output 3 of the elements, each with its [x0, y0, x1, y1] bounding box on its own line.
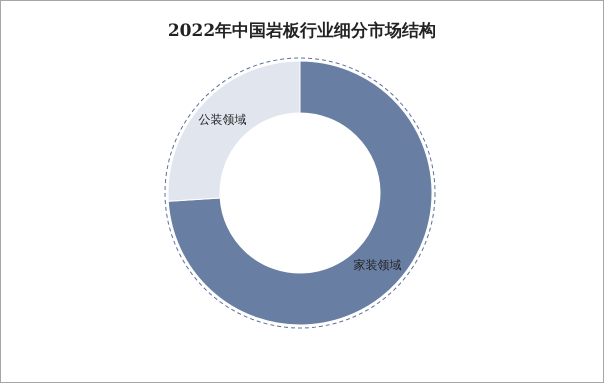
- chart-title: 2022年中国岩板行业细分市场结构: [168, 21, 436, 41]
- slice-label: 公装领域: [198, 112, 247, 127]
- slice-label: 家装领域: [353, 258, 402, 272]
